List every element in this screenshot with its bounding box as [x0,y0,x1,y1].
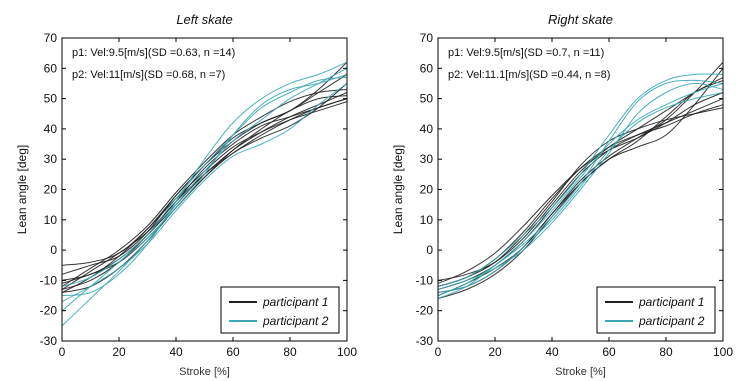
left-y-tick-label: -30 [40,334,58,348]
left-y-tick-label: 70 [44,31,58,45]
right-x-tick-label: 100 [713,345,733,359]
right-y-tick-label: 0 [426,243,433,257]
right-x-tick-label: 40 [545,345,559,359]
left-annotation-2: p2: Vel:11[m/s](SD =0.68, n =7) [72,69,225,81]
left-y-tick-label: 30 [44,152,58,166]
right-legend: participant 1 participant 2 [596,286,716,334]
right-x-tick-label: 0 [435,345,442,359]
left-y-tick-label: -10 [40,273,58,287]
right-x-axis-label: Stroke [%] [555,366,606,378]
left-series-line-13 [61,61,348,297]
right-y-tick-label: 10 [420,213,434,227]
right-y-tick-label: 20 [420,183,434,197]
left-chart: Left skate -30 -20 -10 0 10 20 30 40 50 60 70 0 20 40 6… [15,12,357,378]
left-annotation-1: p1: Vel:9.5[m/s](SD =0.63, n =14) [72,47,235,59]
left-series-line-7 [61,101,348,266]
left-series-line-9 [61,95,348,284]
left-x-axis-label: Stroke [%] [179,366,230,378]
left-chart-title: Left skate [176,12,232,27]
left-x-tick-label: 20 [112,345,126,359]
left-legend: participant 1 participant 2 [220,286,340,334]
left-y-tick-label: -20 [40,304,58,318]
right-chart: Right skate -30 -20 -10 0 10 20 30 40 50 60 70 0 20 40… [391,12,733,378]
right-y-tick-label: 40 [420,122,434,136]
right-y-tick-label: -20 [416,304,434,318]
right-y-tick-label: 50 [420,92,434,106]
right-annotation-1: p1: Vel:9.5[m/s](SD =0.7, n =11) [448,47,604,59]
right-y-tick-label: 60 [420,61,434,75]
left-y-axis-label: Lean angle [deg] [15,145,29,234]
left-x-tick-label: 60 [226,345,240,359]
right-series-line-4 [437,76,724,281]
right-annotation-2: p2: Vel:11.1[m/s](SD =0.44, n =8) [448,69,610,81]
left-x-tick-label: 0 [59,345,66,359]
left-y-tick-label: 40 [44,122,58,136]
left-series-line-6 [61,98,348,281]
right-series-line-1 [437,98,724,290]
right-y-tick-label: -10 [416,273,434,287]
left-series-line-2 [61,98,348,290]
right-series-line-9 [437,79,724,297]
left-y-tick-label: 60 [44,61,58,75]
left-y-tick-label: 20 [44,183,58,197]
right-series-line-10 [437,73,724,287]
right-chart-title: Right skate [548,12,613,27]
left-series-line-14 [61,76,348,287]
right-y-tick-label: 70 [420,31,434,45]
left-legend-label-2: participant 2 [262,314,329,328]
right-legend-label-2: participant 2 [638,314,705,328]
left-y-tick-label: 50 [44,92,58,106]
right-y-tick-label: -30 [416,334,434,348]
right-legend-box [596,286,716,334]
left-x-tick-label: 80 [283,345,297,359]
right-y-tick-label: 30 [420,152,434,166]
right-x-tick-label: 80 [659,345,673,359]
left-series-line-10 [61,67,348,327]
right-y-axis-label: Lean angle [deg] [391,145,405,234]
right-series-line-12 [437,92,724,293]
right-series-line-3 [437,104,724,287]
left-series-line-12 [61,83,348,303]
right-x-tick-label: 20 [488,345,502,359]
left-legend-box [220,286,340,334]
right-x-tick-label: 60 [602,345,616,359]
left-legend-label-1: participant 1 [262,295,328,309]
right-series-line-8 [437,107,724,287]
right-series-line-2 [437,61,724,297]
left-x-tick-label: 100 [337,345,357,359]
right-legend-label-1: participant 1 [638,295,704,309]
right-series-line-13 [437,82,724,300]
left-y-tick-label: 0 [50,243,57,257]
left-y-tick-label: 10 [44,213,58,227]
left-series-line-11 [61,73,348,312]
left-x-tick-label: 40 [169,345,183,359]
left-series-line-5 [61,89,348,287]
